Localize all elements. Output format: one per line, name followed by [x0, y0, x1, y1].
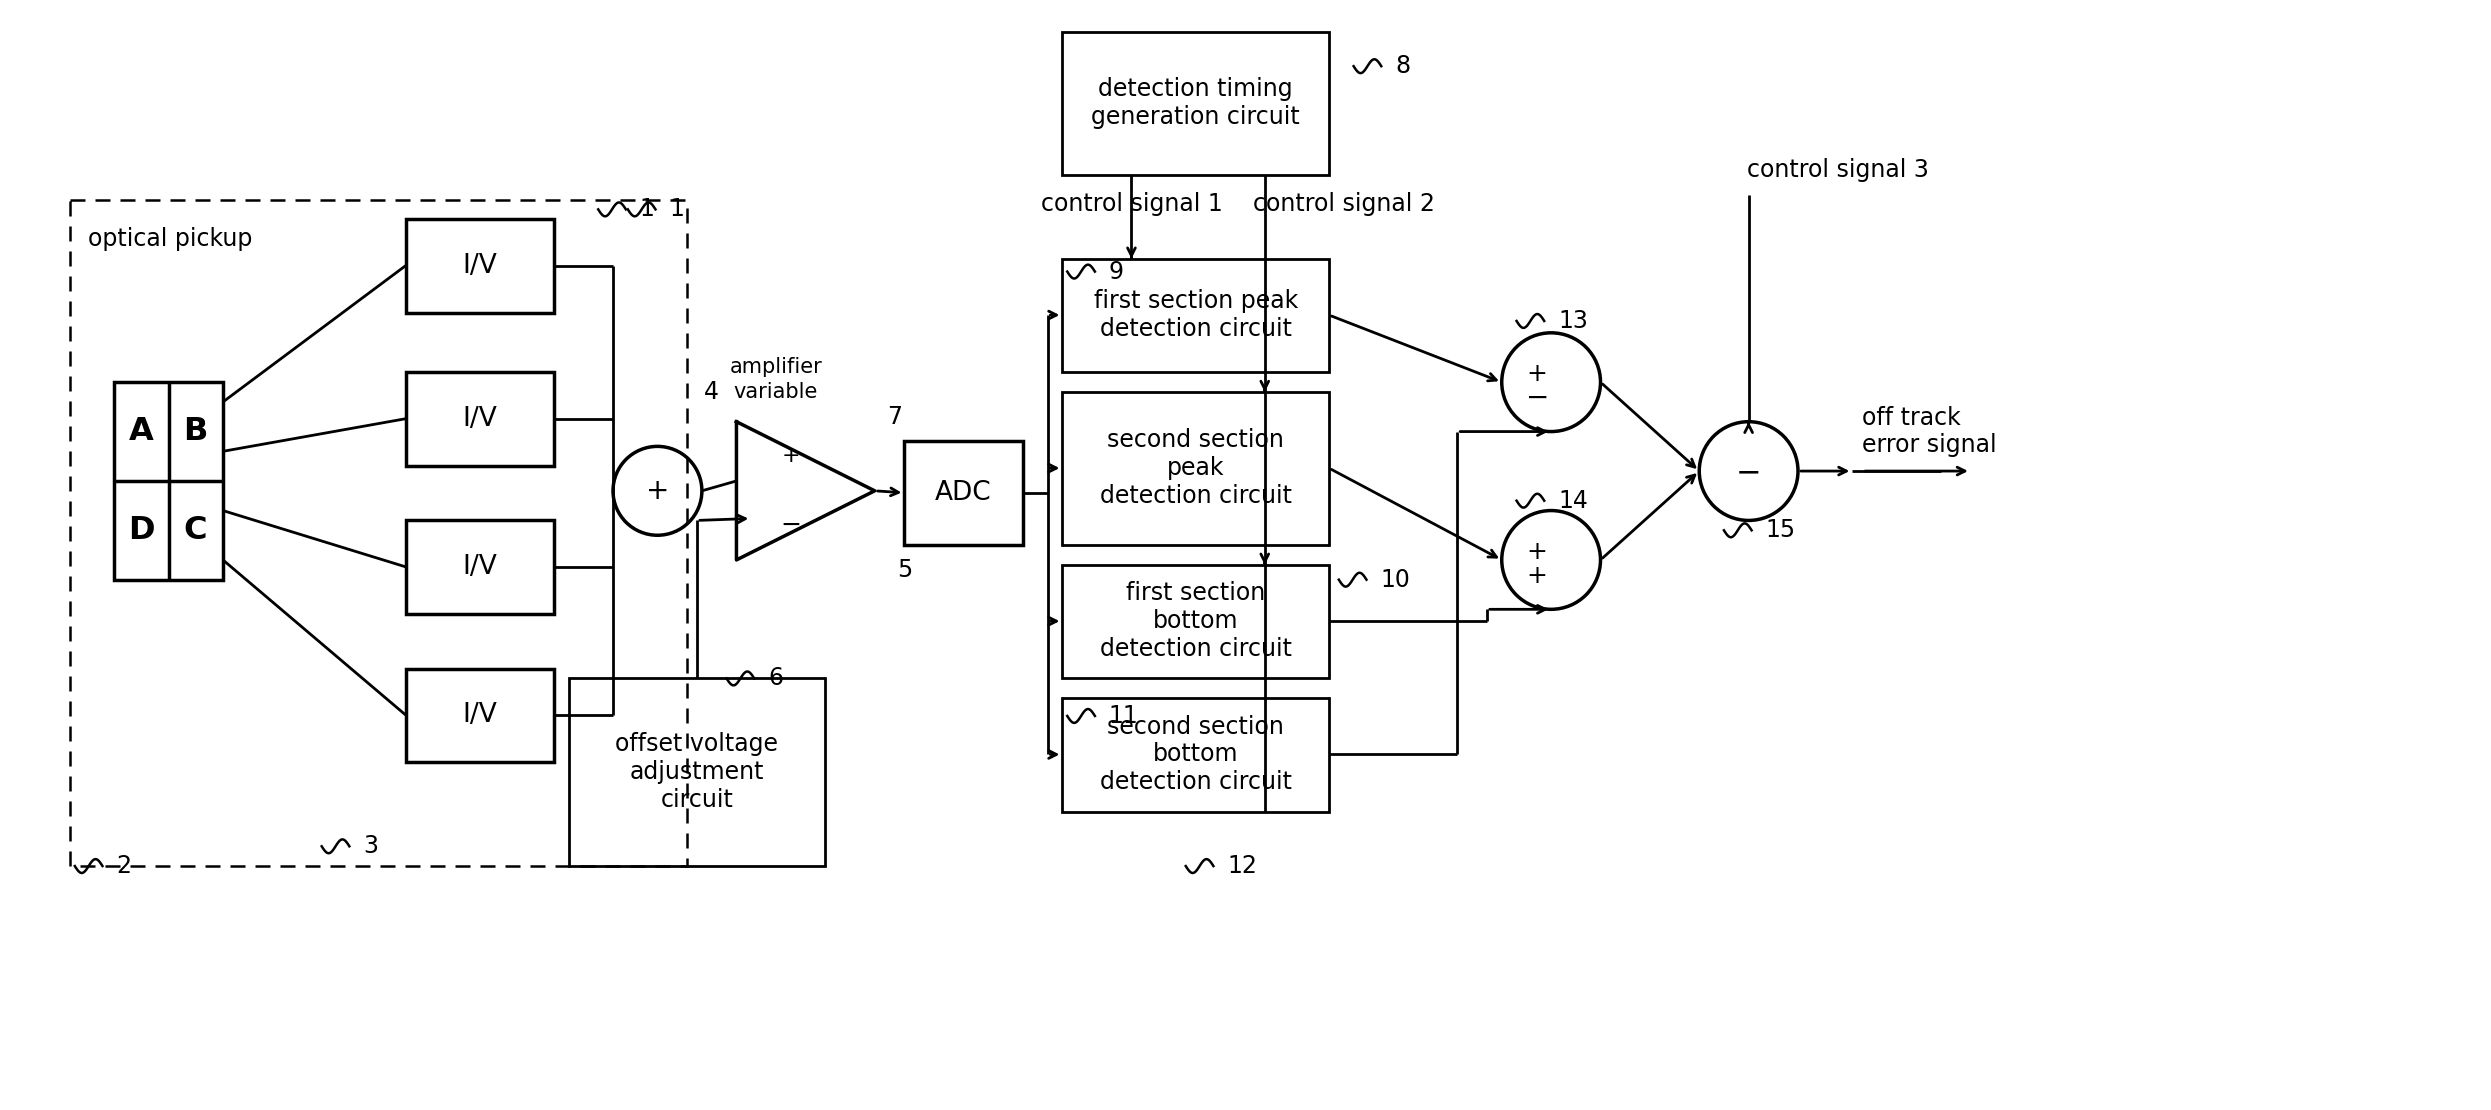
Text: second section
peak
detection circuit: second section peak detection circuit — [1099, 428, 1293, 508]
Text: detection timing
generation circuit: detection timing generation circuit — [1091, 77, 1300, 129]
Text: I/V: I/V — [463, 253, 498, 279]
Text: −: − — [1736, 458, 1761, 487]
Text: D: D — [127, 515, 154, 546]
Text: control signal 3: control signal 3 — [1746, 158, 1928, 182]
Text: 1: 1 — [640, 198, 655, 221]
Text: I/V: I/V — [463, 406, 498, 432]
Text: A: A — [130, 416, 154, 447]
Text: amplifier: amplifier — [730, 357, 822, 377]
Text: +: + — [645, 477, 670, 505]
Text: optical pickup: optical pickup — [87, 228, 252, 251]
Bar — [406, 521, 553, 614]
Text: C: C — [184, 515, 207, 546]
Text: +: + — [1527, 362, 1547, 386]
Text: 5: 5 — [897, 558, 912, 582]
Bar — [1061, 31, 1328, 174]
Text: ADC: ADC — [934, 480, 991, 506]
Text: B: B — [184, 416, 207, 447]
Text: 2: 2 — [117, 854, 132, 878]
Bar — [1061, 392, 1328, 545]
Text: first section peak
detection circuit: first section peak detection circuit — [1094, 289, 1298, 341]
Bar — [406, 668, 553, 763]
Bar — [1061, 565, 1328, 678]
Text: −: − — [1524, 384, 1549, 412]
Text: control signal 1: control signal 1 — [1041, 192, 1223, 216]
Text: 3: 3 — [364, 835, 379, 858]
Text: 4: 4 — [705, 380, 720, 404]
Text: 11: 11 — [1108, 704, 1138, 728]
Text: 7: 7 — [887, 405, 902, 428]
Text: 8: 8 — [1395, 54, 1410, 78]
Bar — [568, 678, 825, 866]
Bar — [1061, 698, 1328, 811]
Text: +: + — [782, 446, 800, 466]
Text: 9: 9 — [1108, 260, 1123, 283]
Text: +: + — [1527, 541, 1547, 564]
Bar — [406, 372, 553, 466]
Bar — [904, 442, 1024, 545]
Text: 10: 10 — [1380, 567, 1410, 592]
Text: −: − — [780, 514, 802, 537]
Bar — [406, 220, 553, 313]
Bar — [1061, 259, 1328, 372]
Bar — [70, 200, 688, 866]
Text: 14: 14 — [1557, 488, 1587, 513]
Text: 15: 15 — [1766, 518, 1796, 543]
Text: first section
bottom
detection circuit: first section bottom detection circuit — [1099, 582, 1293, 660]
Text: 6: 6 — [767, 666, 782, 690]
Text: offset voltage
adjustment
circuit: offset voltage adjustment circuit — [615, 733, 780, 813]
Text: 1: 1 — [670, 198, 685, 221]
Text: variable: variable — [735, 382, 817, 402]
Text: off track
error signal: off track error signal — [1863, 405, 1998, 457]
Text: I/V: I/V — [463, 554, 498, 579]
Text: +: + — [1527, 564, 1547, 587]
Text: 12: 12 — [1228, 854, 1258, 878]
Text: I/V: I/V — [463, 702, 498, 728]
Text: 13: 13 — [1557, 309, 1587, 333]
Bar — [115, 382, 224, 579]
Text: control signal 2: control signal 2 — [1253, 192, 1435, 216]
Text: second section
bottom
detection circuit: second section bottom detection circuit — [1099, 715, 1293, 795]
